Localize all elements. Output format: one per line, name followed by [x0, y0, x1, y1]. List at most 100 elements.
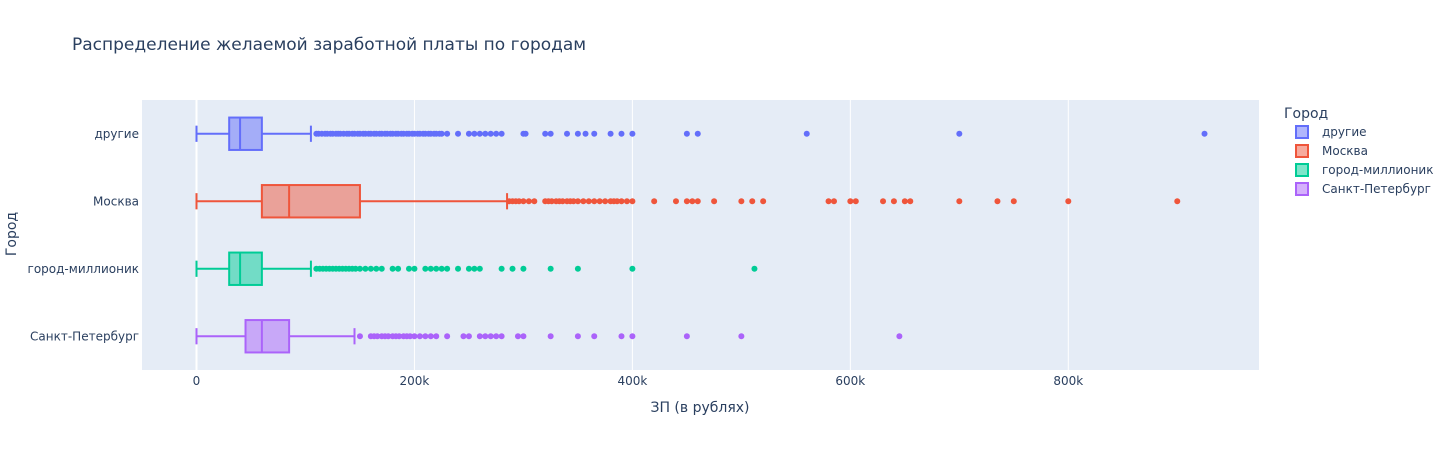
- x-tick-label: 200k: [400, 374, 430, 388]
- outlier-point: [438, 130, 445, 137]
- outlier-point: [574, 265, 581, 272]
- outlier-point: [1201, 130, 1208, 137]
- box-iqr: [228, 116, 263, 151]
- outlier-point: [580, 198, 587, 205]
- outlier-point: [476, 130, 483, 137]
- outlier-point: [465, 333, 472, 340]
- outlier-point: [482, 130, 489, 137]
- outlier-point: [994, 198, 1001, 205]
- outlier-point: [455, 265, 462, 272]
- outlier-point: [396, 333, 403, 340]
- outlier-point: [618, 333, 625, 340]
- x-tick-label: 600k: [835, 374, 865, 388]
- box-trace: [195, 116, 1208, 151]
- outlier-point: [362, 265, 369, 272]
- outlier-point: [476, 265, 483, 272]
- outlier-point: [444, 130, 451, 137]
- outlier-point: [683, 130, 690, 137]
- grid-lines: [195, 100, 1069, 370]
- outlier-point: [482, 333, 489, 340]
- outlier-point: [438, 265, 445, 272]
- legend-swatch: [1295, 163, 1309, 177]
- legend-item: Санкт-Петербург: [1295, 182, 1431, 196]
- outlier-point: [520, 198, 527, 205]
- outlier-point: [367, 265, 374, 272]
- legend-swatch: [1295, 182, 1309, 196]
- outlier-point: [880, 198, 887, 205]
- legend-label: Москва: [1322, 144, 1368, 158]
- outlier-point: [547, 130, 554, 137]
- outlier-point: [356, 265, 363, 272]
- outlier-point: [487, 333, 494, 340]
- outlier-point: [760, 198, 767, 205]
- outlier-point: [520, 333, 527, 340]
- outlier-point: [683, 333, 690, 340]
- outlier-point: [570, 198, 577, 205]
- outlier-point: [433, 265, 440, 272]
- outlier-point: [1010, 198, 1017, 205]
- outlier-point: [389, 265, 396, 272]
- x-tick-label: 400k: [617, 374, 647, 388]
- outlier-point: [465, 265, 472, 272]
- outlier-point: [509, 265, 516, 272]
- legend-item: другие: [1295, 125, 1367, 139]
- outlier-point: [411, 333, 418, 340]
- outlier-point: [618, 198, 625, 205]
- outlier-point: [738, 333, 745, 340]
- outlier-point: [591, 333, 598, 340]
- outlier-point: [907, 198, 914, 205]
- outlier-point: [547, 265, 554, 272]
- outlier-point: [825, 198, 832, 205]
- outlier-point: [629, 333, 636, 340]
- outlier-point: [465, 130, 472, 137]
- outlier-point: [591, 198, 598, 205]
- box-iqr: [260, 184, 361, 219]
- outlier-point: [683, 198, 690, 205]
- box-trace: [195, 184, 1181, 219]
- outlier-point: [694, 198, 701, 205]
- outlier-point: [574, 333, 581, 340]
- plot-area: [142, 100, 1259, 370]
- outlier-point: [582, 130, 589, 137]
- outlier-point: [444, 265, 451, 272]
- legend-items: другие Москва город-миллионик Санкт-Петербу…: [1295, 125, 1433, 196]
- outlier-point: [498, 130, 505, 137]
- legend: Город другие Москва город-миллионик Санкт-П…: [1284, 106, 1433, 196]
- outlier-point: [416, 333, 423, 340]
- legend-swatch: [1295, 125, 1309, 139]
- outlier-point: [542, 130, 549, 137]
- outlier-point: [520, 265, 527, 272]
- legend-title: Город: [1284, 106, 1328, 122]
- outlier-point: [956, 130, 963, 137]
- legend-label: Санкт-Петербург: [1322, 182, 1431, 196]
- boxes-layer: [195, 116, 1208, 354]
- outlier-point: [356, 333, 363, 340]
- outlier-point: [890, 198, 897, 205]
- outlier-point: [1174, 198, 1181, 205]
- outlier-point: [374, 333, 381, 340]
- box-trace: [195, 251, 758, 286]
- x-tick-labels: 0 200k 400k 600k 800k: [193, 374, 1084, 388]
- outlier-point: [493, 333, 500, 340]
- outlier-point: [574, 198, 581, 205]
- outlier-point: [411, 265, 418, 272]
- outlier-point: [548, 198, 555, 205]
- outlier-point: [711, 198, 718, 205]
- outlier-point: [751, 265, 758, 272]
- outlier-point: [487, 130, 494, 137]
- y-tick-label: Санкт-Петербург: [30, 329, 139, 343]
- outlier-point: [559, 198, 566, 205]
- outlier-point: [427, 265, 434, 272]
- outlier-point: [738, 198, 745, 205]
- outlier-point: [830, 198, 837, 205]
- outlier-point: [607, 130, 614, 137]
- outlier-point: [852, 198, 859, 205]
- legend-label: город-миллионик: [1322, 163, 1433, 177]
- box-iqr: [244, 319, 291, 354]
- outlier-point: [847, 198, 854, 205]
- y-tick-label: Москва: [93, 194, 139, 208]
- outlier-point: [956, 198, 963, 205]
- outlier-point: [585, 198, 592, 205]
- outlier-point: [460, 333, 467, 340]
